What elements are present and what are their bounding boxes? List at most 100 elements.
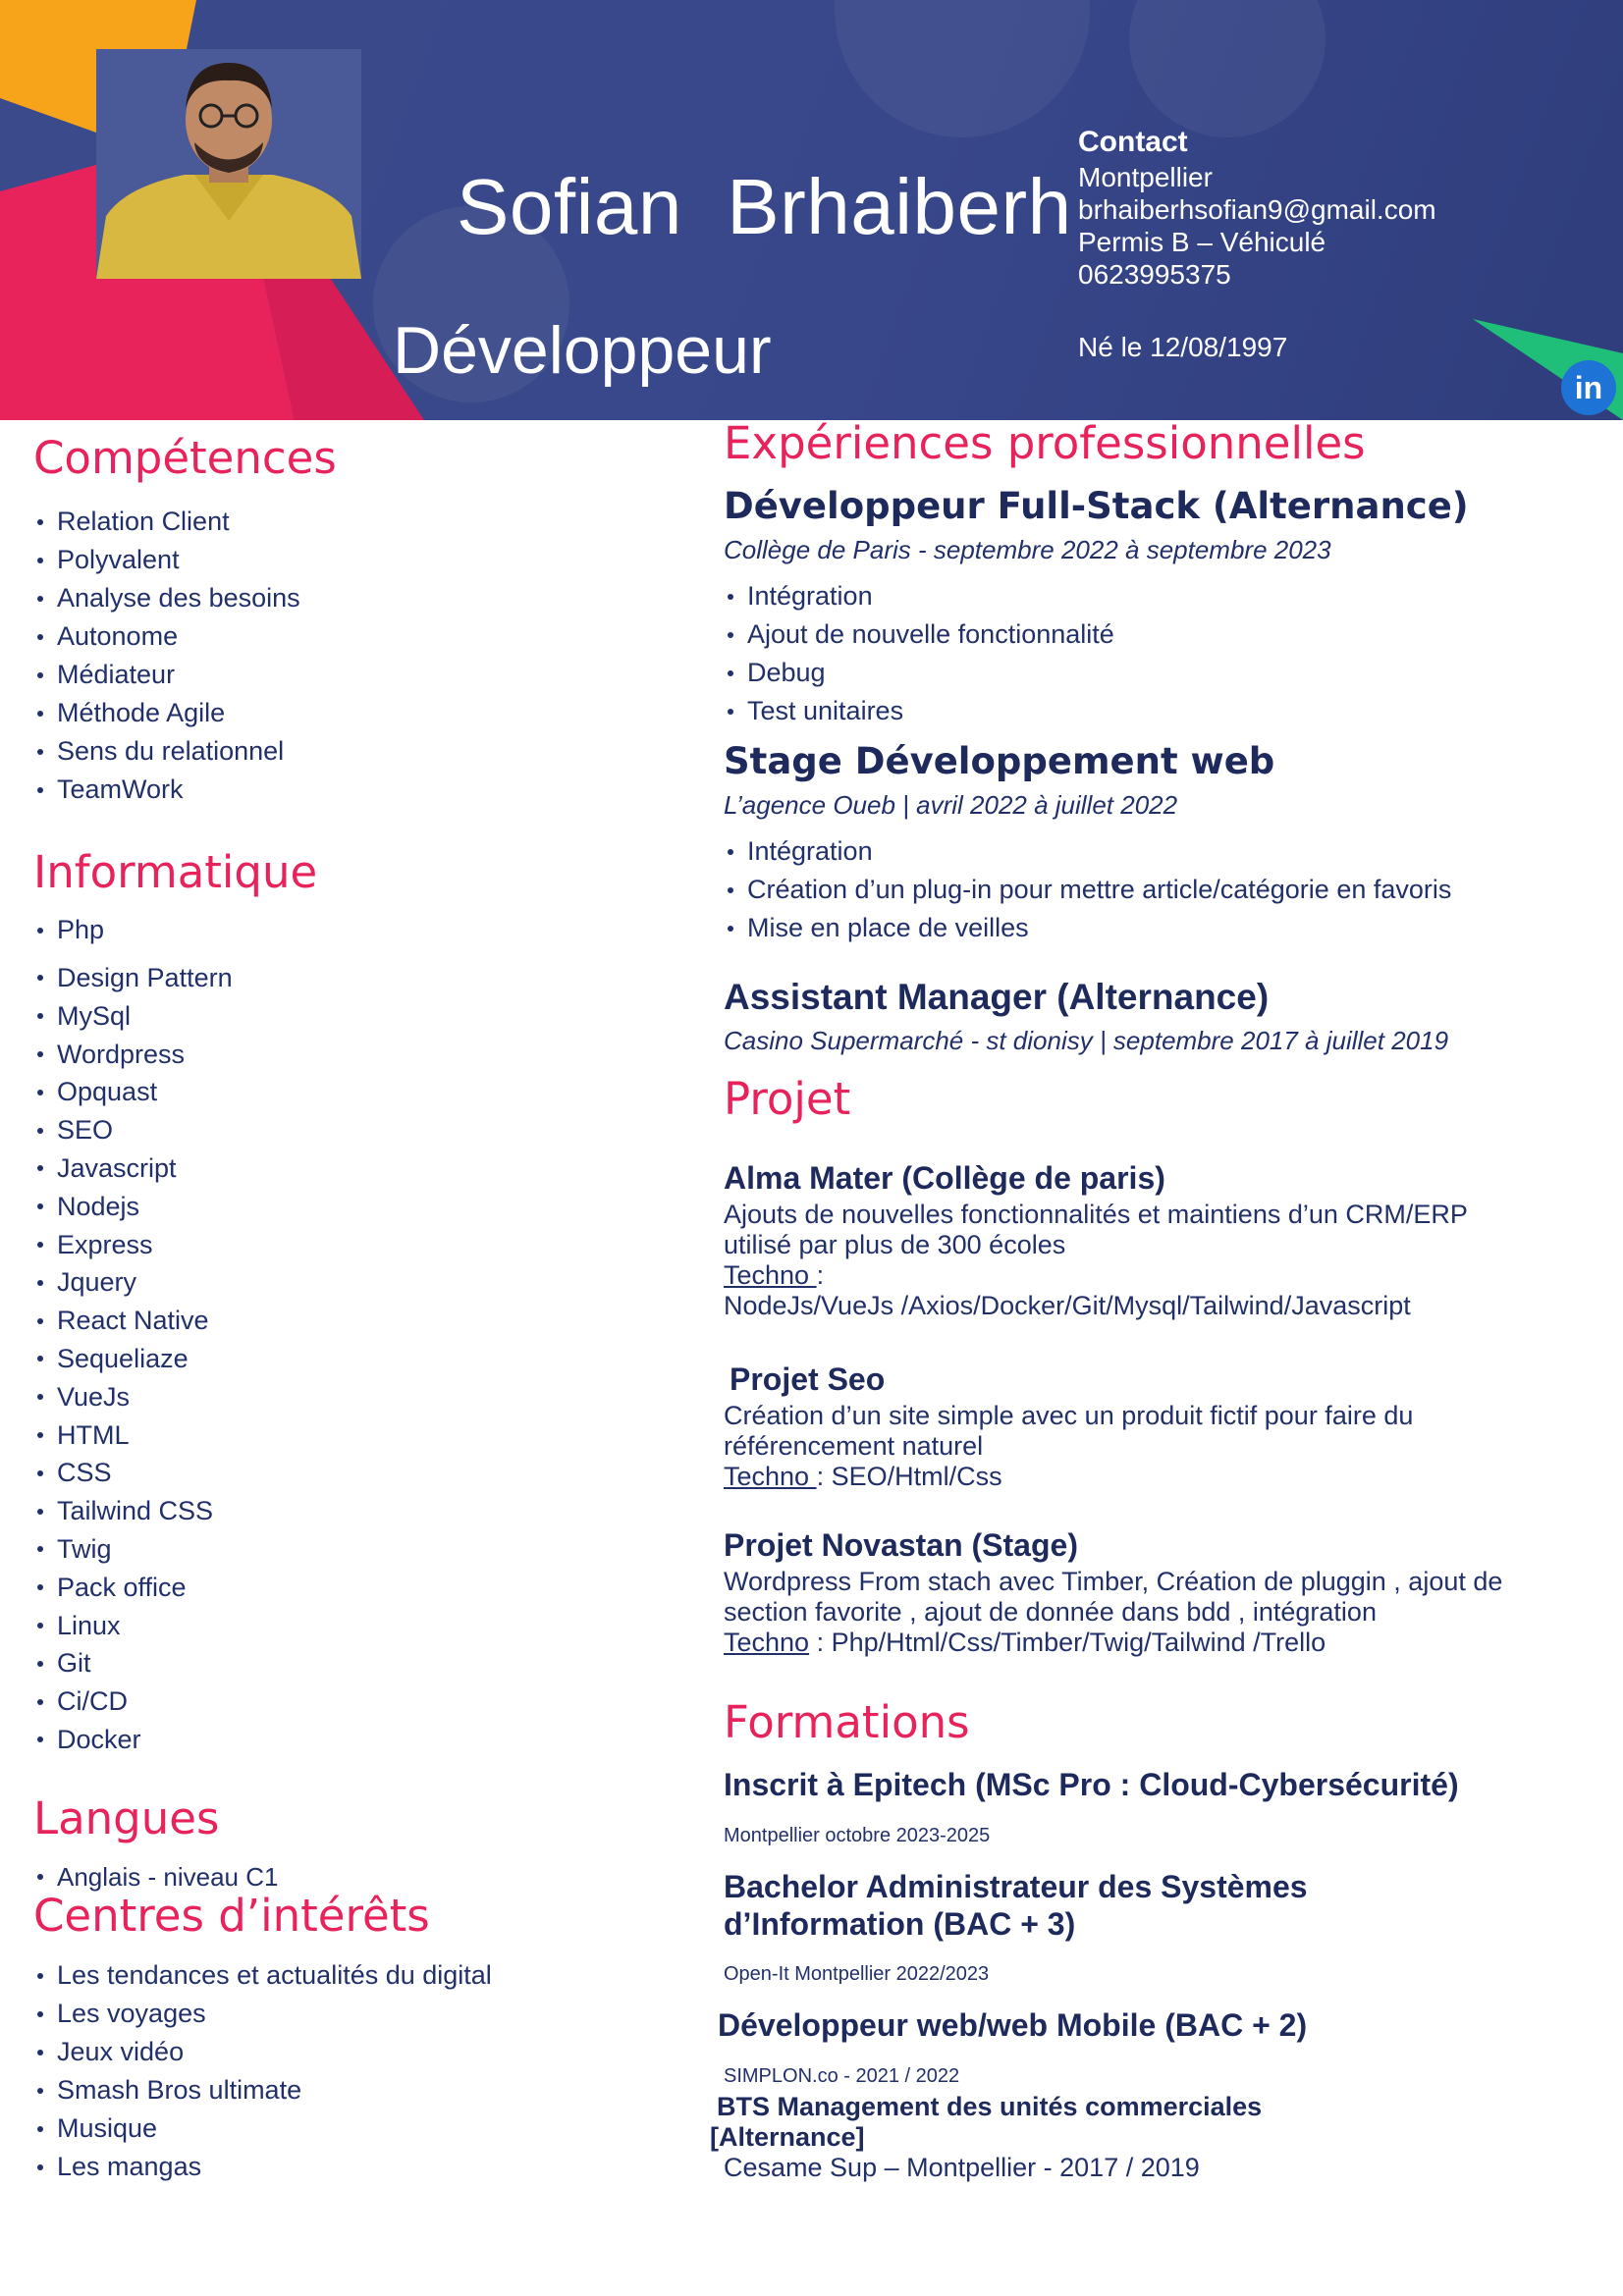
list-item: Méthode Agile <box>33 694 300 732</box>
project-description: Wordpress From stach avec Timber, Créati… <box>724 1567 1502 1658</box>
list-item: Création d’un plug-in pour mettre articl… <box>724 871 1451 909</box>
list-item: Php <box>33 911 104 949</box>
techno-separator: : <box>816 1260 825 1290</box>
list-item: Anglais - niveau C1 <box>33 1858 278 1896</box>
list-item: CSS <box>33 1454 233 1492</box>
project-desc-line: section favorite , ajout de donnée dans … <box>724 1597 1377 1627</box>
list-item: Les mangas <box>33 2148 492 2186</box>
formation-title: Inscrit à Epitech (MSc Pro : Cloud-Cyber… <box>724 1767 1459 1802</box>
list-item: Javascript <box>33 1149 233 1188</box>
list-item: Docker <box>33 1721 233 1759</box>
list-item: Ci/CD <box>33 1682 233 1721</box>
project-techno-line: Techno : Php/Html/Css/Timber/Twig/Tailwi… <box>724 1628 1502 1658</box>
project-desc-line: utilisé par plus de 300 écoles <box>724 1230 1066 1259</box>
project-description: Ajouts de nouvelles fonctionnalités et m… <box>724 1200 1468 1321</box>
list-item: Test unitaires <box>724 692 1114 730</box>
list-item: Ajout de nouvelle fonctionnalité <box>724 615 1114 654</box>
project-title: Projet Seo <box>730 1362 886 1397</box>
list-item: Analyse des besoins <box>33 579 300 617</box>
list-item: Sequeliaze <box>33 1340 233 1378</box>
job-title: Développeur Full-Stack (Alternance) <box>724 485 1469 527</box>
job-subtitle: L’agence Oueb | avril 2022 à juillet 202… <box>724 790 1178 820</box>
section-title-experiences: Expériences professionnelles <box>724 417 1366 469</box>
contact-block: Contact Montpellier brhaiberhsofian9@gma… <box>1078 126 1436 291</box>
formation-subtitle: SIMPLON.co - 2021 / 2022 <box>724 2065 960 2087</box>
formation-title: [Alternance] <box>710 2122 865 2152</box>
section-title-projet: Projet <box>724 1073 851 1125</box>
list-item: Smash Bros ultimate <box>33 2071 492 2109</box>
section-title-formations: Formations <box>724 1696 970 1748</box>
project-description: Création d’un site simple avec un produi… <box>724 1401 1413 1492</box>
list-item: Express <box>33 1226 233 1264</box>
project-techno: : SEO/Html/Css <box>816 1462 1002 1491</box>
techno-label: Techno <box>724 1628 810 1657</box>
list-item: Musique <box>33 2109 492 2148</box>
contact-email[interactable]: brhaiberhsofian9@gmail.com <box>1078 194 1436 225</box>
project-title: Projet Novastan (Stage) <box>724 1527 1078 1563</box>
techno-label: Techno <box>724 1462 817 1491</box>
formation-title: Développeur web/web Mobile (BAC + 2) <box>718 2007 1308 2043</box>
section-title-langues: Langues <box>33 1792 220 1844</box>
profile-photo <box>96 49 361 279</box>
project-desc-line: Création d’un site simple avec un produi… <box>724 1401 1414 1430</box>
langues-list: Anglais - niveau C1 <box>33 1858 278 1896</box>
contact-city: Montpellier <box>1078 162 1213 192</box>
formation-title-line: d’Information (BAC + 3) <box>724 1906 1076 1942</box>
header-banner: Sofian Brhaiberh Développeur Contact Mon… <box>0 0 1623 420</box>
list-item: Design Pattern <box>33 959 233 997</box>
informatique-first: Php <box>33 911 104 949</box>
list-item: Tailwind CSS <box>33 1492 233 1530</box>
formation-title: Bachelor Administrateur des Systèmes d’I… <box>724 1868 1308 1943</box>
list-item: TeamWork <box>33 771 300 809</box>
job-role: Développeur <box>393 313 772 388</box>
formation-subtitle: Montpellier octobre 2023-2025 <box>724 1825 991 1846</box>
list-item: Les tendances et actualités du digital <box>33 1956 492 1995</box>
list-item: Polyvalent <box>33 541 300 579</box>
list-item: Autonome <box>33 617 300 656</box>
job-tasks: Intégration Création d’un plug-in pour m… <box>724 832 1451 947</box>
contact-title: Contact <box>1078 126 1188 158</box>
list-item: Linux <box>33 1607 233 1645</box>
job-tasks: Intégration Ajout de nouvelle fonctionna… <box>724 577 1114 730</box>
list-item: VueJs <box>33 1378 233 1416</box>
formation-subtitle: Open-It Montpellier 2022/2023 <box>724 1963 990 1985</box>
job-title: Assistant Manager (Alternance) <box>724 977 1270 1017</box>
linkedin-icon[interactable]: in <box>1561 360 1616 415</box>
project-desc-line: Ajouts de nouvelles fonctionnalités et m… <box>724 1200 1468 1229</box>
list-item: Jeux vidéo <box>33 2033 492 2071</box>
list-item: Debug <box>724 654 1114 692</box>
project-desc-line: Wordpress From stach avec Timber, Créati… <box>724 1567 1503 1596</box>
project-techno-label-line: Techno : <box>724 1260 1468 1291</box>
list-item: Médiateur <box>33 656 300 694</box>
list-item: Nodejs <box>33 1188 233 1226</box>
background-decoration <box>373 206 569 402</box>
project-desc-line: référencement naturel <box>724 1431 984 1461</box>
list-item: Git <box>33 1644 233 1682</box>
list-item: Opquast <box>33 1073 233 1111</box>
project-techno-line: Techno : SEO/Html/Css <box>724 1462 1413 1492</box>
project-techno: NodeJs/VueJs /Axios/Docker/Git/Mysql/Tai… <box>724 1291 1411 1320</box>
list-item: MySql <box>33 997 233 1036</box>
section-title-informatique: Informatique <box>33 846 318 898</box>
contact-phone[interactable]: 0623995375 <box>1078 259 1231 290</box>
section-title-interets: Centres d’intérêts <box>33 1890 430 1942</box>
interets-list: Les tendances et actualités du digital L… <box>33 1956 492 2186</box>
formation-title: BTS Management des unités commerciales <box>717 2092 1263 2121</box>
section-title-competences: Compétences <box>33 432 337 484</box>
list-item: Intégration <box>724 832 1451 871</box>
list-item: Relation Client <box>33 503 300 541</box>
job-subtitle: Casino Supermarché - st dionisy | septem… <box>724 1026 1449 1055</box>
list-item: React Native <box>33 1302 233 1340</box>
informatique-list: Design Pattern MySql Wordpress Opquast S… <box>33 959 233 1759</box>
list-item: Wordpress <box>33 1036 233 1074</box>
list-item: Sens du relationnel <box>33 732 300 771</box>
project-techno: : Php/Html/Css/Timber/Twig/Tailwind /Tre… <box>809 1628 1326 1657</box>
list-item: Intégration <box>724 577 1114 615</box>
candidate-name: Sofian Brhaiberh <box>457 163 1072 250</box>
job-subtitle: Collège de Paris - septembre 2022 à sept… <box>724 535 1331 564</box>
list-item: Pack office <box>33 1569 233 1607</box>
formation-subtitle: Cesame Sup – Montpellier - 2017 / 2019 <box>724 2153 1200 2182</box>
list-item: Mise en place de veilles <box>724 909 1451 947</box>
list-item: Les voyages <box>33 1995 492 2033</box>
list-item: Twig <box>33 1530 233 1569</box>
